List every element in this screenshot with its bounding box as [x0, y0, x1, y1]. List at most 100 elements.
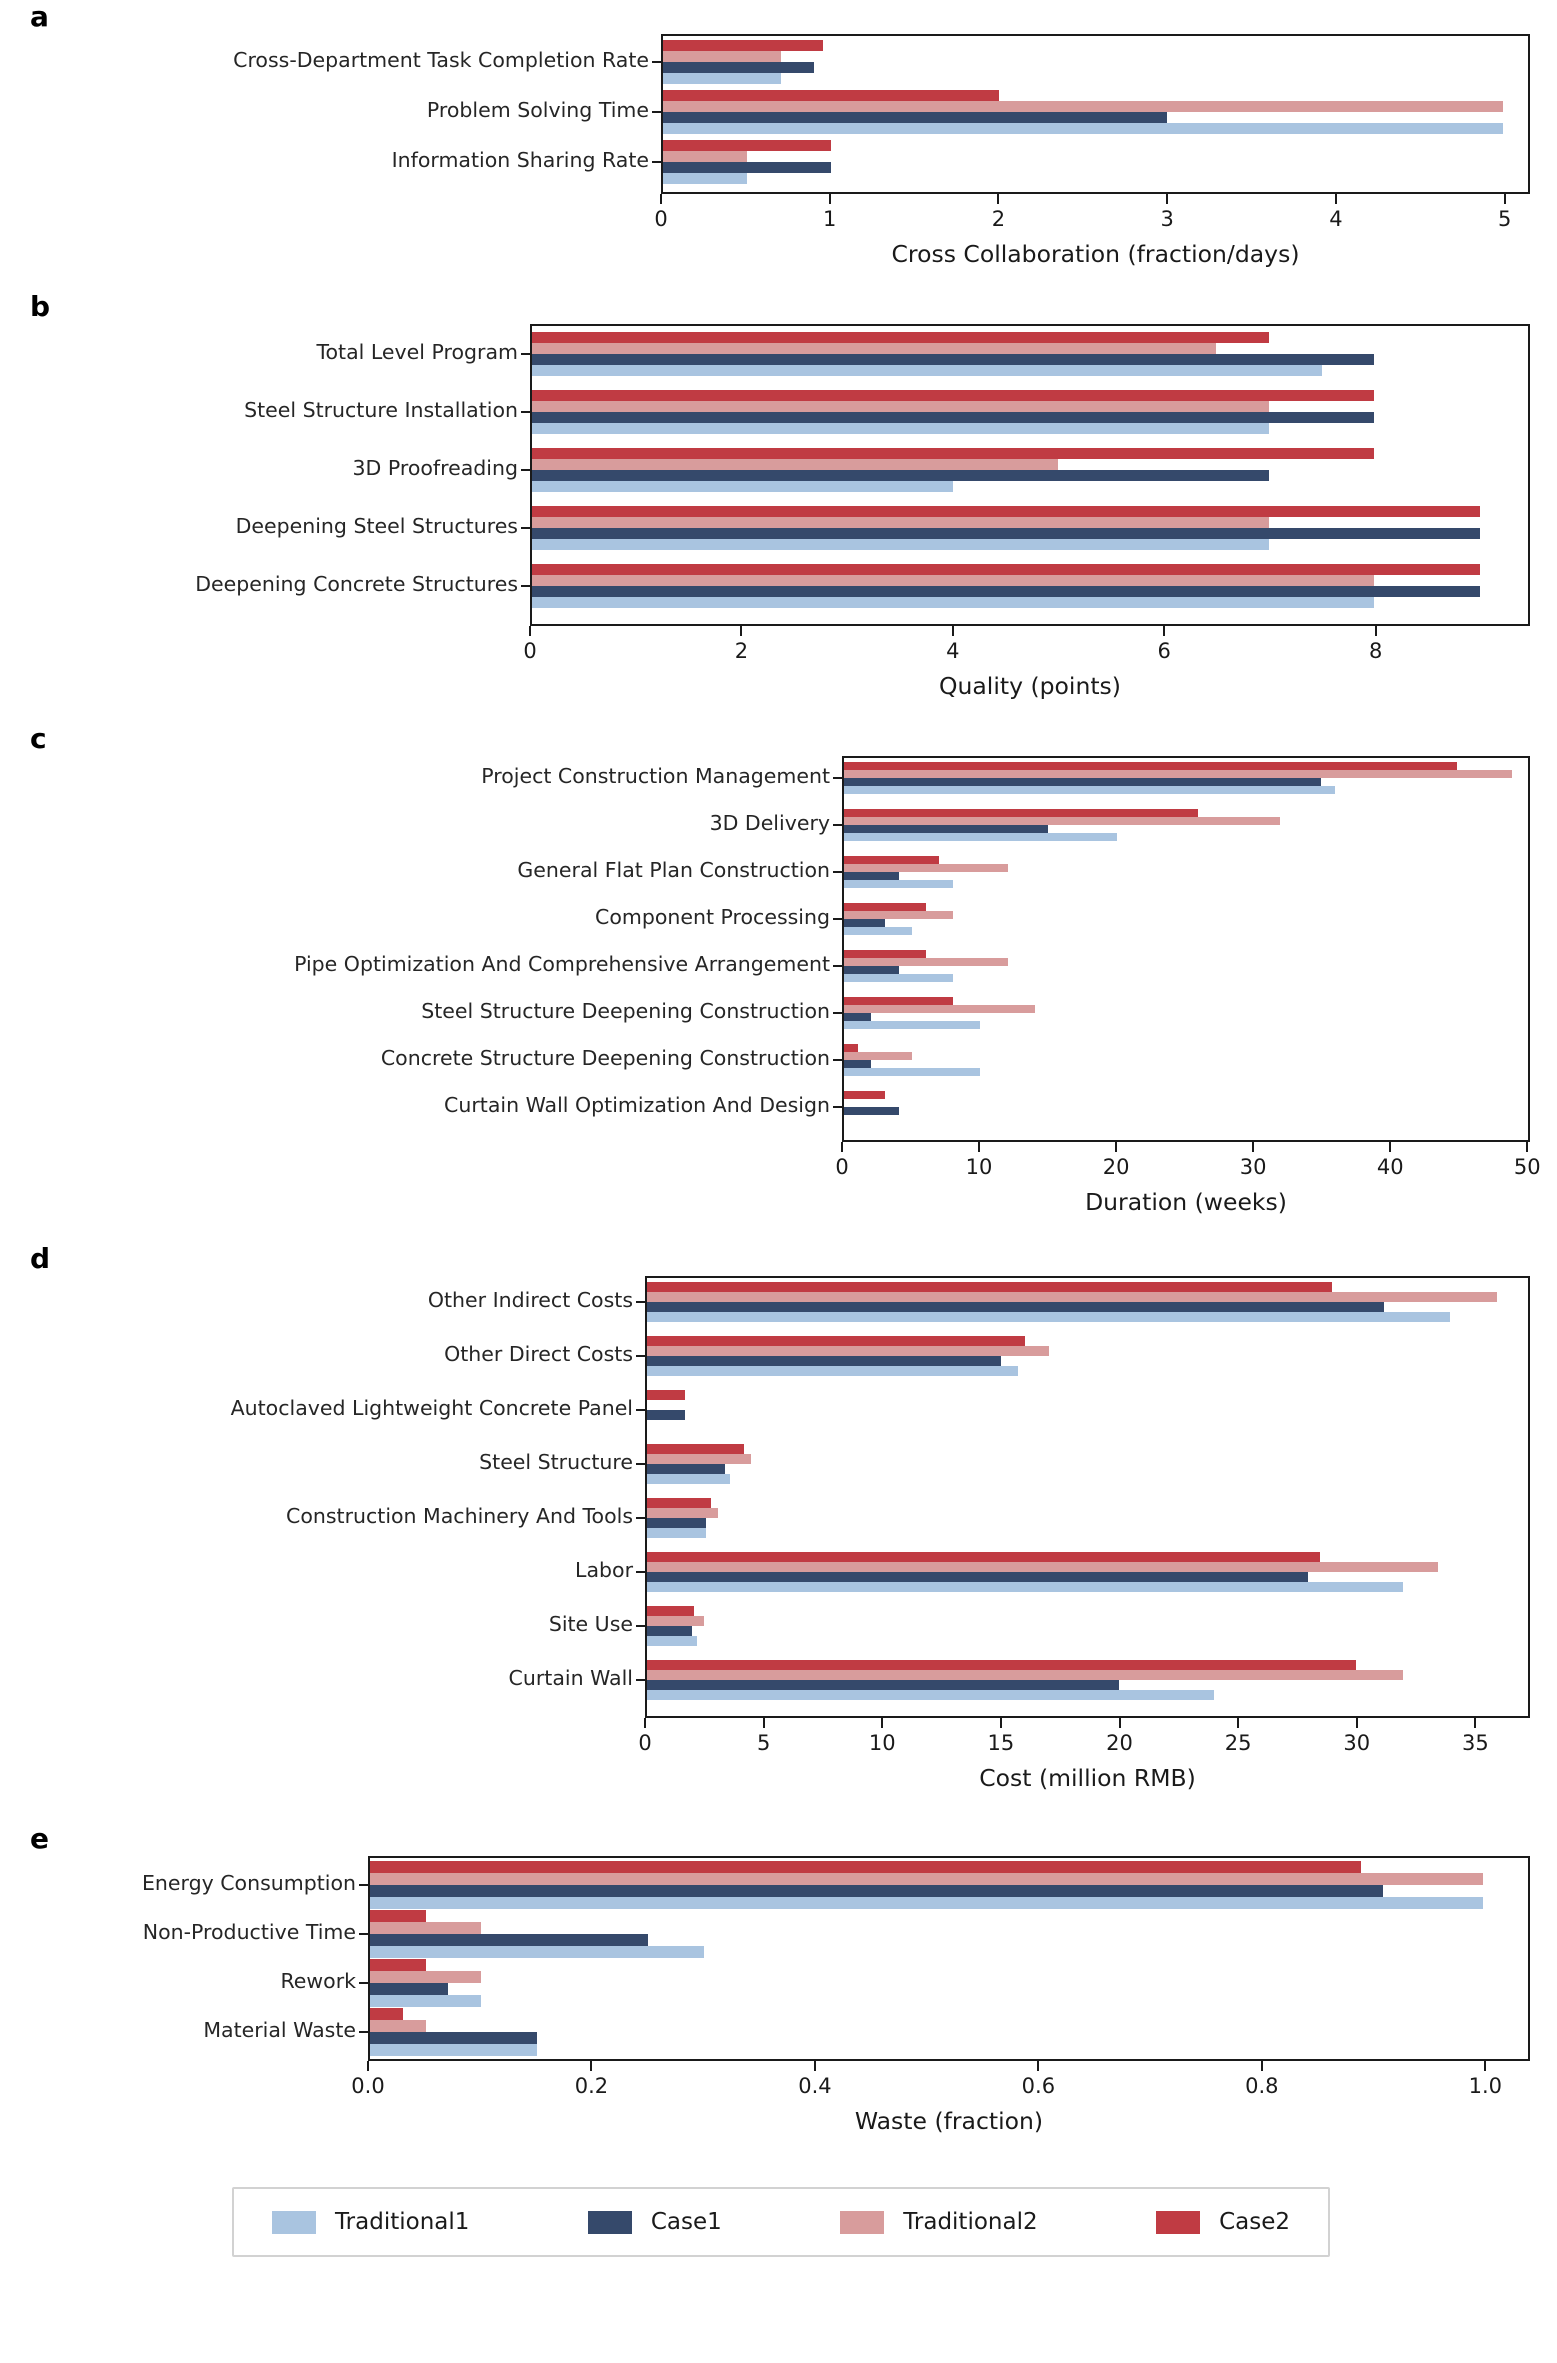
- bar-traditional1: [532, 365, 1322, 376]
- y-tick-mark: [636, 1625, 645, 1627]
- x-tick-mark: [1355, 1718, 1358, 1728]
- bar-case1: [532, 586, 1480, 597]
- x-tick-label: 0: [654, 207, 668, 231]
- bar-case1: [532, 354, 1375, 365]
- y-axis-labels: Energy Consumption Non-Productive Time Rew…: [0, 1856, 368, 2057]
- x-tick-mark: [367, 2061, 369, 2071]
- bar-case2: [647, 1498, 711, 1508]
- bar-traditional2: [370, 1873, 1484, 1885]
- bar-traditional2: [844, 1052, 913, 1060]
- bar-traditional2: [844, 817, 1281, 825]
- y-tick-label: Material Waste: [203, 2018, 356, 2042]
- x-tick-mark: [529, 626, 531, 636]
- y-tick-label: Steel Structure Installation: [244, 398, 518, 422]
- x-tick-label: 0.0: [351, 2074, 385, 2098]
- y-axis-labels: Other Indirect Costs Other Direct Costs Au…: [0, 1276, 645, 1714]
- y-tick-mark: [833, 824, 842, 826]
- legend-item-case2: Case2: [1156, 2209, 1290, 2235]
- y-tick-label: Information Sharing Rate: [391, 148, 649, 172]
- bar-case2: [370, 2008, 404, 2020]
- y-tick-label: Deepening Concrete Structures: [195, 572, 518, 596]
- x-tick-label: 15: [987, 1731, 1015, 1755]
- bar-traditional1: [370, 1897, 1484, 1909]
- x-axis-title-row: Quality (points): [530, 672, 1530, 700]
- panel-a: a Cross-Department Task Completion Rate Pr…: [0, 2, 1557, 268]
- x-tick-mark: [881, 1718, 884, 1728]
- bar-traditional1: [532, 481, 954, 492]
- bar-traditional1: [647, 1690, 1214, 1700]
- bar-case1: [844, 1060, 872, 1068]
- bar-case1: [532, 412, 1375, 423]
- x-tick-mark: [1334, 194, 1337, 204]
- y-tick-label: Project Construction Management: [481, 764, 830, 788]
- bar-case1: [647, 1680, 1120, 1690]
- bar-case2: [647, 1552, 1321, 1562]
- x-tick-label: 5: [1498, 207, 1512, 231]
- bar-case1: [532, 528, 1480, 539]
- x-tick-mark: [1484, 2061, 1487, 2071]
- y-tick-mark: [833, 1106, 842, 1108]
- panel-a-chart-row: Cross-Department Task Completion Rate Pro…: [0, 34, 1557, 194]
- y-tick-label: Deepening Steel Structures: [235, 514, 518, 538]
- bar-traditional1: [844, 880, 953, 888]
- x-axis-title: Cross Collaboration (fraction/days): [891, 240, 1300, 268]
- bar-traditional2: [532, 401, 1269, 412]
- y-tick-mark: [636, 1301, 645, 1303]
- bar-traditional2: [532, 575, 1375, 586]
- x-tick-label: 1: [823, 207, 837, 231]
- bar-case2: [647, 1282, 1332, 1292]
- x-tick-label: 10: [965, 1155, 993, 1179]
- bar-traditional1: [663, 123, 1503, 134]
- x-tick-mark: [1166, 194, 1169, 204]
- legend-label: Case1: [650, 2209, 722, 2235]
- bar-traditional1: [647, 1528, 707, 1538]
- legend-swatch-case2: [1156, 2210, 1201, 2234]
- bar-traditional1: [532, 539, 1269, 550]
- y-tick-mark: [652, 161, 661, 163]
- y-tick-label: Concrete Structure Deepening Constructio…: [380, 1046, 830, 1070]
- x-tick-mark: [951, 626, 954, 636]
- legend: Traditional1 Case1 Traditional2 Case2: [232, 2187, 1330, 2257]
- panels-container: a Cross-Department Task Completion Rate Pr…: [0, 2, 1557, 2136]
- bar-traditional1: [844, 974, 953, 982]
- bar-traditional2: [370, 1971, 482, 1983]
- bar-case2: [647, 1336, 1025, 1346]
- y-tick-label: Other Indirect Costs: [427, 1288, 633, 1312]
- bar-traditional1: [647, 1636, 697, 1646]
- x-tick-mark: [1260, 2061, 1263, 2071]
- bar-traditional1: [663, 173, 747, 184]
- bar-traditional2: [647, 1508, 718, 1518]
- y-tick-mark: [833, 965, 842, 967]
- y-tick-mark: [636, 1463, 645, 1465]
- bar-case1: [647, 1626, 692, 1636]
- y-axis-labels: Total Level Program Steel Structure Insta…: [0, 324, 530, 622]
- y-tick-label: Labor: [575, 1558, 633, 1582]
- y-tick-label: Site Use: [548, 1612, 633, 1636]
- x-tick-mark: [590, 2061, 593, 2071]
- plot-area-d: [636, 1276, 1530, 1718]
- x-tick-label: 4: [946, 639, 960, 663]
- y-tick-mark: [833, 1012, 842, 1014]
- x-axis-c: 0 10 20 30 40 50: [835, 1142, 1541, 1188]
- panel-e: e Energy Consumption Non-Productive Time Re…: [0, 1824, 1557, 2135]
- x-tick-label: 4: [1329, 207, 1343, 231]
- bar-traditional2: [647, 1670, 1403, 1680]
- y-tick-label: Problem Solving Time: [426, 98, 649, 122]
- plot-area-c: [833, 756, 1530, 1142]
- x-tick-mark: [740, 626, 743, 636]
- bar-traditional2: [647, 1346, 1049, 1356]
- x-tick-mark: [1118, 1718, 1121, 1728]
- bar-traditional1: [532, 423, 1269, 434]
- x-tick-label: 0.6: [1021, 2074, 1056, 2098]
- x-tick-label: 30: [1343, 1731, 1371, 1755]
- panel-d-letter: d: [30, 1242, 51, 1275]
- x-tick-label: 0.8: [1245, 2074, 1279, 2098]
- x-tick-label: 0: [638, 1731, 652, 1755]
- bar-case1: [647, 1302, 1384, 1312]
- y-tick-mark: [636, 1679, 645, 1681]
- y-tick-mark: [359, 1982, 368, 1984]
- y-tick-mark: [521, 353, 530, 355]
- x-tick-mark: [1163, 626, 1166, 636]
- x-tick-mark: [1474, 1718, 1477, 1728]
- bar-case2: [844, 856, 940, 864]
